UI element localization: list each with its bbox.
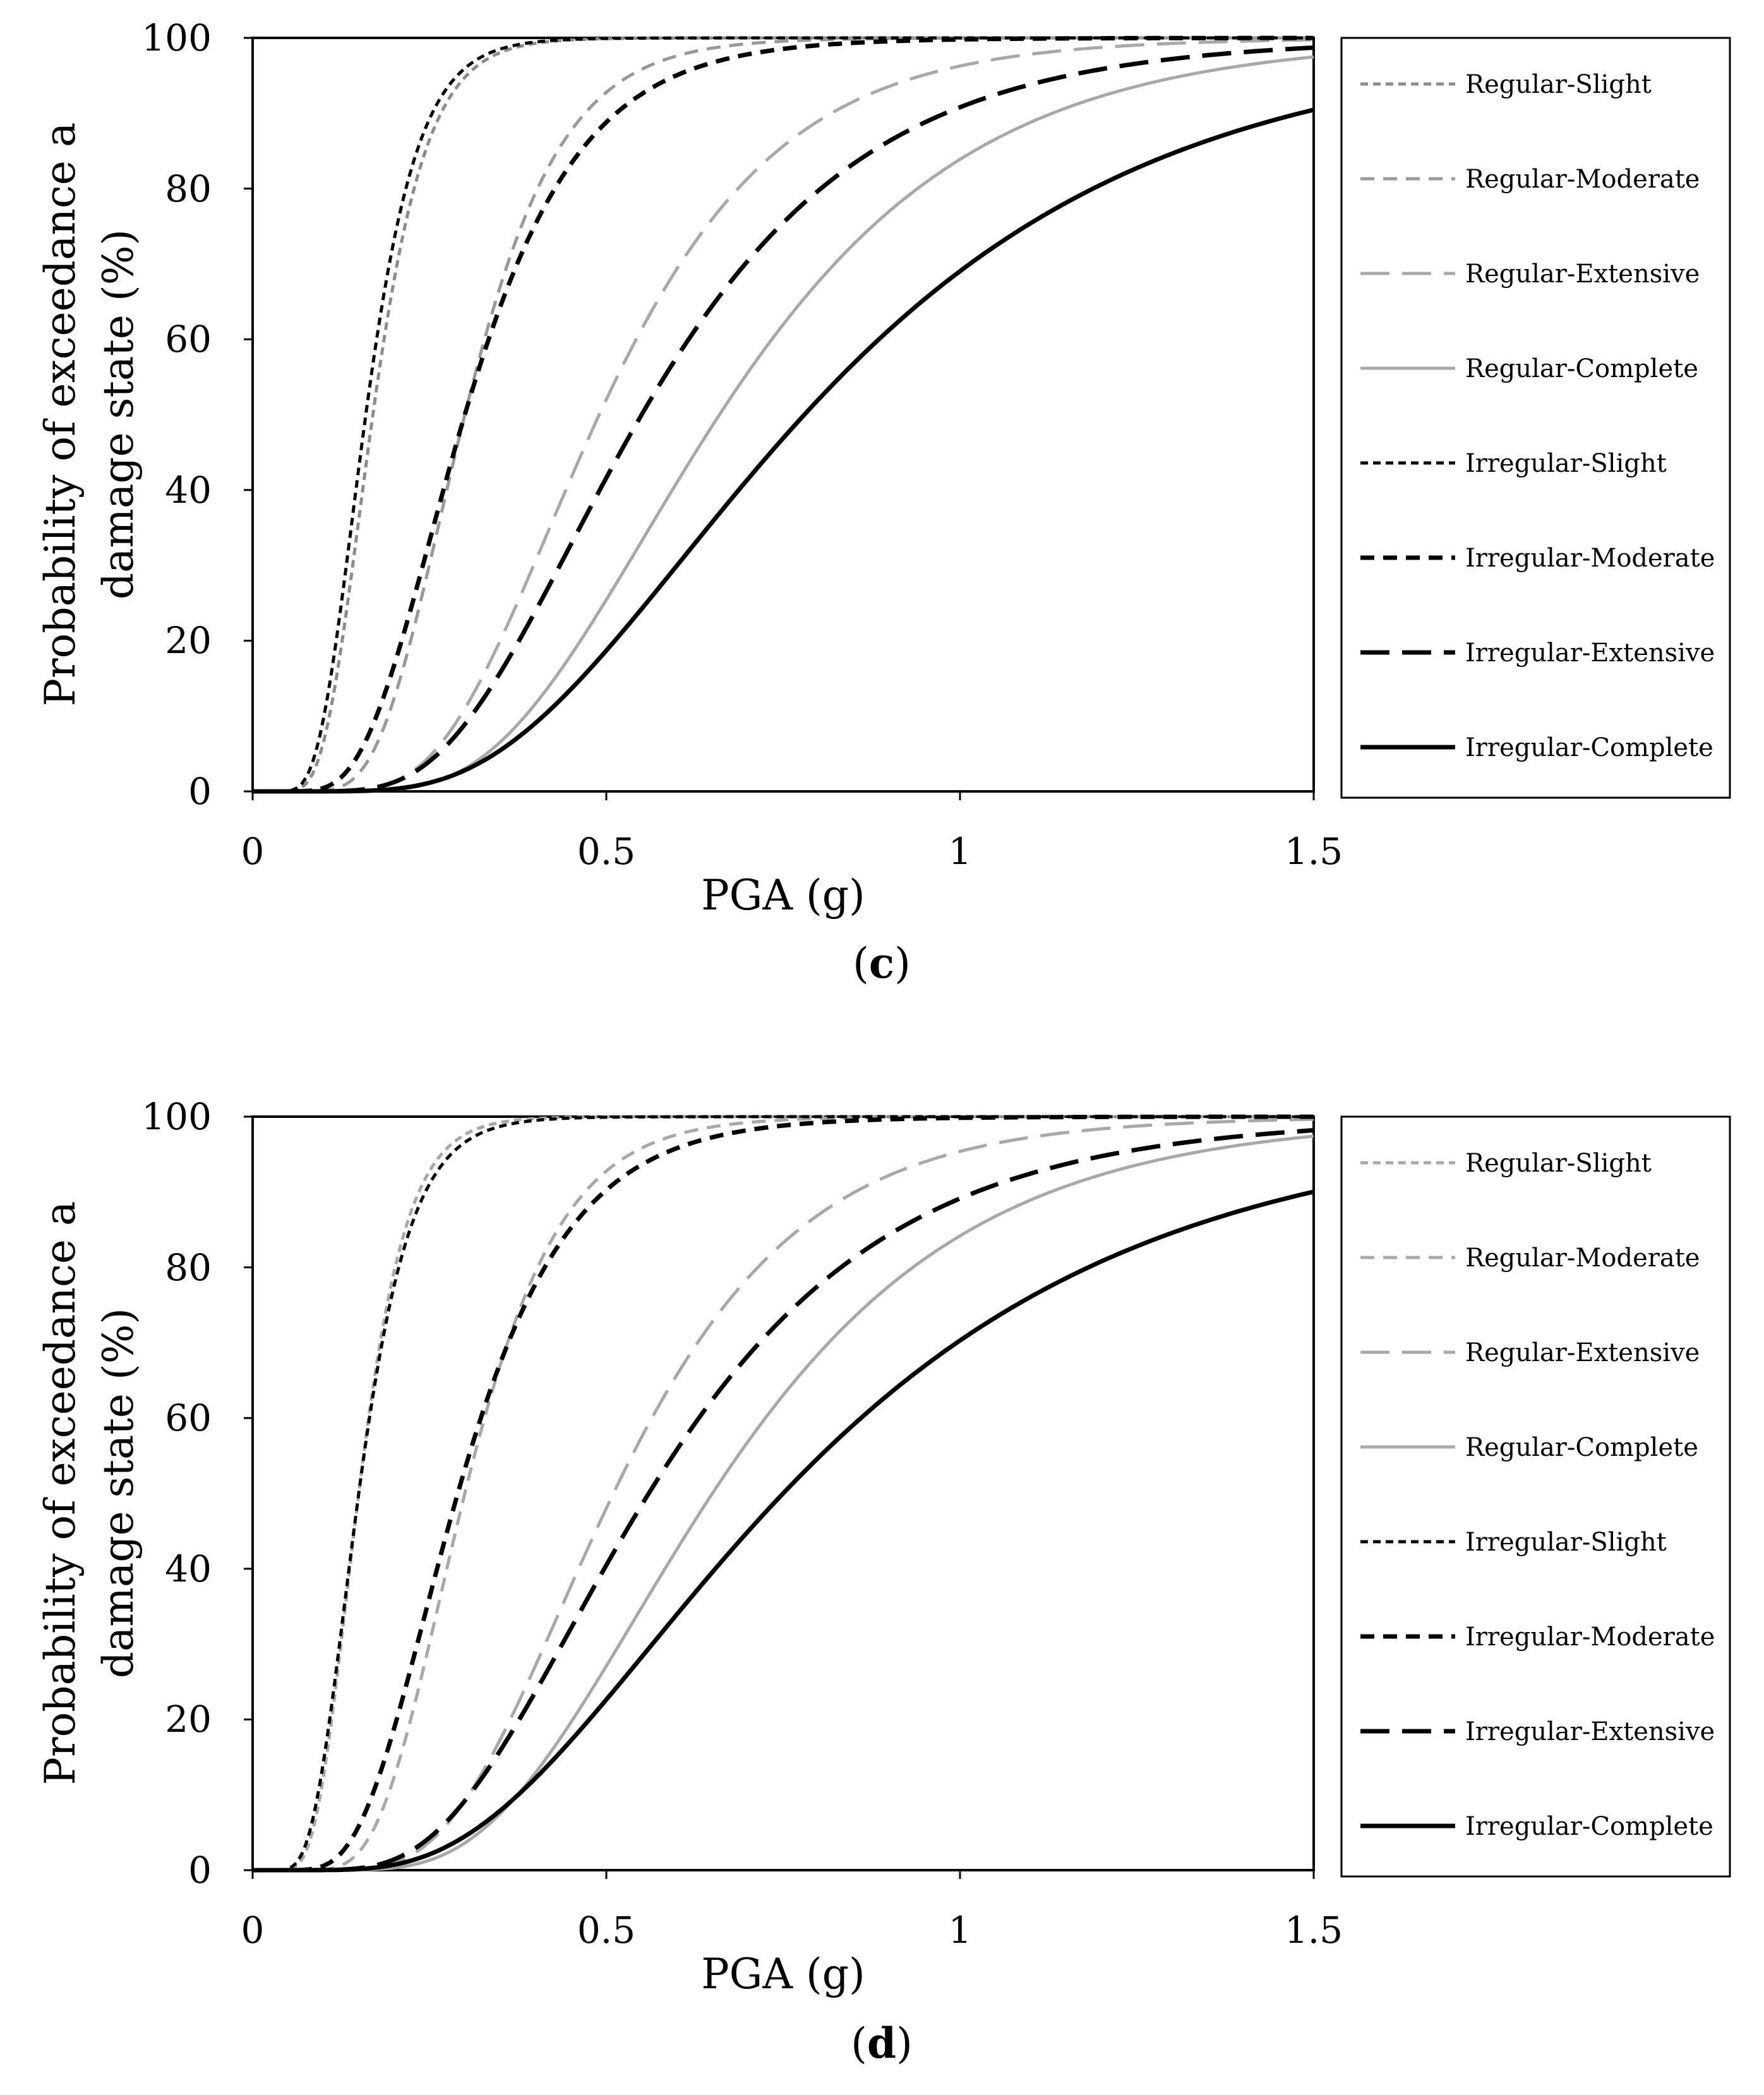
- y-axis-title-line1-c: Probability of exceedance a: [36, 123, 85, 707]
- legend-d: Regular-Slight Regular-Moderate Regular-Ex…: [1360, 1149, 1715, 1841]
- curves-c: [244, 35, 1315, 800]
- panel-label-c: (c): [853, 939, 911, 988]
- panel-d: 0 20 40 60 80 100 0 0.5 1 1.5 PGA (g) Pr…: [36, 1095, 1731, 2068]
- legend-label-c-regular-moderate: Regular-Moderate: [1465, 165, 1700, 194]
- y-tick-label-d-2: 40: [165, 1547, 212, 1590]
- curves-d: [244, 1114, 1315, 1879]
- panel-label-d-letter: d: [867, 2019, 896, 2068]
- series-line-c-irregular-slight: [253, 36, 1314, 793]
- legend-label-c-regular-complete: Regular-Complete: [1465, 354, 1698, 383]
- series-line-c-regular-complete: [253, 55, 1314, 793]
- y-tick-label-d-5: 100: [141, 1095, 212, 1138]
- legend-label-d-regular-slight: Regular-Slight: [1465, 1149, 1652, 1178]
- y-tick-label-c-0: 0: [188, 770, 212, 813]
- series-line-c-irregular-moderate: [253, 35, 1314, 794]
- legend-frame-c: [1340, 37, 1731, 799]
- y-tick-label-c-4: 80: [165, 167, 212, 210]
- series-line-d-irregular-moderate: [253, 1114, 1314, 1873]
- legend-label-c-regular-slight: Regular-Slight: [1465, 70, 1652, 99]
- legend-label-d-regular-extensive: Regular-Extensive: [1465, 1338, 1700, 1367]
- x-tick-label-c-0: 0: [241, 830, 265, 873]
- y-tick-label-c-5: 100: [141, 16, 212, 59]
- y-axis-title-line2-c: damage state (%): [94, 229, 143, 599]
- y-axis-title-line2-d: damage state (%): [94, 1308, 143, 1678]
- legend-label-d-regular-moderate: Regular-Moderate: [1465, 1244, 1700, 1273]
- legend-label-c-irregular-complete: Irregular-Complete: [1465, 733, 1713, 762]
- x-axis-title-d: PGA (g): [701, 1950, 865, 1998]
- y-tick-label-d-4: 80: [165, 1246, 212, 1289]
- panel-label-c-letter: c: [869, 939, 894, 988]
- panel-c: 0 20 40 60 80 100 0 0.5 1 1.5 PGA (g) Pr…: [36, 16, 1731, 988]
- x-tick-label-c-1: 0.5: [577, 830, 635, 873]
- series-line-c-regular-slight: [253, 36, 1314, 793]
- legend-label-c-irregular-moderate: Irregular-Moderate: [1465, 544, 1715, 573]
- x-tick-label-d-1: 0.5: [577, 1909, 635, 1952]
- series-line-c-regular-extensive: [253, 38, 1314, 793]
- y-tick-label-c-3: 60: [165, 318, 212, 361]
- series-line-d-regular-moderate: [253, 1115, 1314, 1872]
- x-tick-label-c-2: 1: [949, 830, 972, 873]
- series-line-d-irregular-slight: [253, 1115, 1314, 1872]
- y-tick-label-d-1: 20: [165, 1698, 212, 1741]
- y-tick-label-d-3: 60: [165, 1396, 212, 1439]
- legend-label-c-irregular-slight: Irregular-Slight: [1465, 449, 1667, 478]
- legend-label-d-irregular-complete: Irregular-Complete: [1465, 1812, 1713, 1841]
- series-line-c-irregular-extensive: [253, 45, 1314, 794]
- legend-c: Regular-Slight Regular-Moderate Regular-Ex…: [1360, 70, 1715, 762]
- series-line-c-irregular-complete: [253, 107, 1314, 794]
- series-line-d-irregular-complete: [253, 1189, 1314, 1873]
- x-tick-label-c-3: 1.5: [1285, 830, 1343, 873]
- x-axis-title-c: PGA (g): [701, 871, 865, 920]
- y-tick-label-c-1: 20: [165, 619, 212, 662]
- legend-label-c-regular-extensive: Regular-Extensive: [1465, 260, 1700, 289]
- legend-label-c-irregular-extensive: Irregular-Extensive: [1465, 639, 1715, 668]
- x-tick-label-d-3: 1.5: [1285, 1909, 1343, 1952]
- x-tick-label-d-0: 0: [241, 1909, 265, 1952]
- legend-label-d-irregular-extensive: Irregular-Extensive: [1465, 1717, 1715, 1746]
- x-tick-label-d-2: 1: [949, 1909, 972, 1952]
- y-tick-label-d-0: 0: [188, 1849, 212, 1892]
- plot-area-frame-c: [251, 37, 1315, 793]
- legend-label-d-regular-complete: Regular-Complete: [1465, 1433, 1698, 1462]
- y-axis-title-line1-d: Probability of exceedance a: [36, 1201, 85, 1786]
- panel-label-d: (d): [851, 2019, 913, 2068]
- legend-label-d-irregular-moderate: Irregular-Moderate: [1465, 1623, 1715, 1652]
- series-line-c-regular-moderate: [253, 36, 1314, 793]
- legend-label-d-irregular-slight: Irregular-Slight: [1465, 1528, 1667, 1557]
- y-tick-label-c-2: 40: [165, 469, 212, 512]
- series-line-d-regular-complete: [253, 1134, 1314, 1872]
- series-line-d-regular-extensive: [253, 1117, 1314, 1872]
- legend-frame-d: [1340, 1115, 1731, 1878]
- series-line-d-irregular-extensive: [253, 1128, 1314, 1873]
